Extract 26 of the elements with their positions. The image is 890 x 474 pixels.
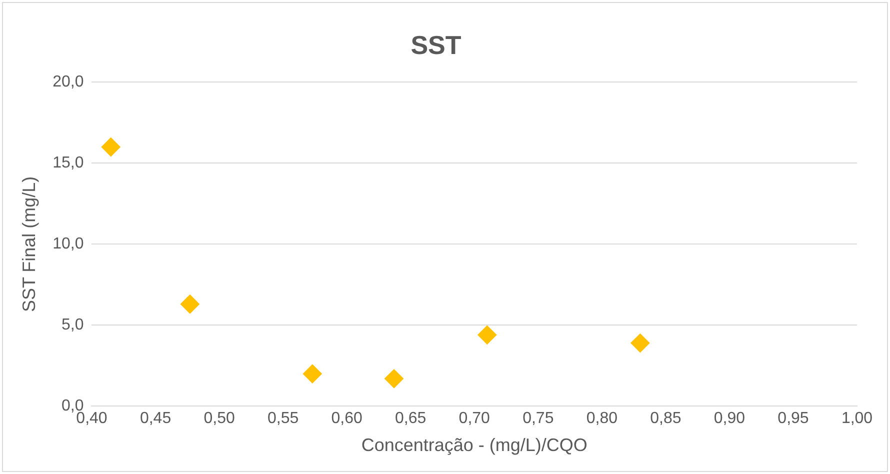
x-tick-label: 0,85 xyxy=(650,410,682,428)
x-tick-label: 0,75 xyxy=(522,410,554,428)
x-tick-label: 0,60 xyxy=(331,410,362,428)
point xyxy=(478,325,497,344)
point xyxy=(101,138,120,156)
point xyxy=(630,334,650,353)
chart-title: SST xyxy=(410,30,462,60)
point xyxy=(180,294,200,314)
x-tick-label: 0,45 xyxy=(140,410,172,428)
x-tick-label: 0,95 xyxy=(778,410,809,428)
point xyxy=(384,369,404,388)
x-axis-title: Concentração - (mg/L)/CQO xyxy=(361,435,588,456)
y-tick-label: 15,0 xyxy=(52,154,84,172)
x-tick-label: 0,50 xyxy=(204,410,235,428)
x-tick-label: 0,90 xyxy=(714,410,746,428)
x-tick-label: 1,00 xyxy=(841,410,873,428)
y-tick-label: 20,0 xyxy=(52,74,84,91)
y-axis-title: SST Final (mg/L) xyxy=(18,176,39,312)
point xyxy=(302,364,322,384)
y-tick-label: 5,0 xyxy=(61,316,84,334)
x-tick-label: 0,80 xyxy=(586,410,618,428)
x-tick-label: 0,55 xyxy=(267,410,299,428)
x-tick-label: 0,70 xyxy=(458,410,490,428)
y-tick-label: 10,0 xyxy=(52,236,84,253)
x-tick-label: 0,65 xyxy=(395,410,426,428)
x-tick-label: 0,40 xyxy=(76,410,108,428)
